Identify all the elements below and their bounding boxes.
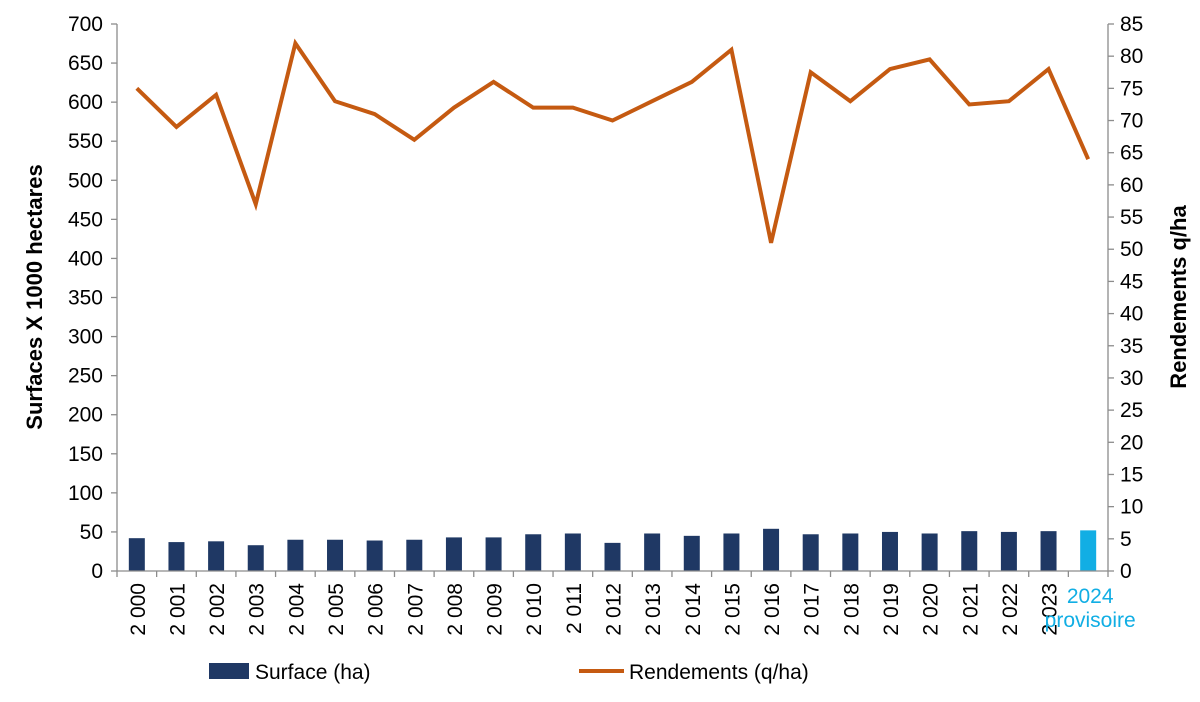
x-tick-label: 2 010 (523, 583, 546, 636)
bar-2-017 (802, 534, 819, 571)
x-tick-label: 2 002 (206, 583, 229, 636)
bar-2-009 (485, 537, 502, 571)
y2-tick-label: 65 (1120, 142, 1143, 165)
bar-2-007 (406, 539, 423, 571)
y2-tick-label: 70 (1120, 110, 1143, 133)
x-tick-label: 2 023 (1039, 583, 1062, 636)
bar-2-006 (366, 540, 383, 571)
y-tick-label: 650 (68, 52, 103, 75)
category-labels: 2 000 2 001 2 002 2 003 2 004 2 005 2 006 2 007… (116, 571, 1136, 636)
y-tick-label: 50 (80, 521, 103, 544)
y2-tick-label: 10 (1120, 496, 1143, 519)
y2-tick-label: 75 (1120, 77, 1143, 100)
x-tick-label: 2 013 (642, 583, 665, 636)
x-tick-label: 2 011 (563, 583, 586, 634)
bar-2-005 (327, 539, 344, 571)
bar-2-022 (1000, 531, 1017, 571)
bar-2-014 (683, 535, 700, 571)
bar-2-003 (247, 545, 264, 571)
x-tick-label: 2 006 (365, 583, 388, 636)
y-tick-label: 250 (68, 365, 103, 388)
bars-group (128, 528, 1097, 571)
y-tick-label: 350 (68, 287, 103, 310)
y-tick-label: 300 (68, 326, 103, 349)
x-tick-label: 2 019 (880, 583, 903, 636)
y2-tick-label: 60 (1120, 174, 1143, 197)
bar-2-010 (525, 534, 542, 571)
x-tick-label: 2 018 (840, 583, 863, 636)
y2-tick-label: 40 (1120, 303, 1143, 326)
bar-2024-provisoire (1080, 530, 1097, 571)
right-tick-labels: 0 5 10 15 20 25 30 35 40 45 50 55 60 65 70 75 80 85 (1108, 13, 1143, 583)
bar-2-011 (564, 533, 581, 571)
x-tick-label: 2 012 (603, 583, 626, 636)
y2-axis-title: Rendements q/ha (1166, 205, 1191, 389)
legend-surface-swatch (209, 663, 249, 679)
x-tick-label: 2 016 (761, 583, 784, 636)
bar-2-018 (842, 533, 859, 571)
bar-2-020 (921, 533, 938, 571)
y2-tick-label: 45 (1120, 270, 1143, 293)
y2-tick-label: 35 (1120, 335, 1143, 358)
x-tick-label: 2 020 (920, 583, 943, 636)
bar-2-000 (128, 538, 145, 571)
y-tick-label: 150 (68, 443, 103, 466)
x-tick-label: 2 000 (127, 583, 150, 636)
legend: Surface (ha) Rendements (q/ha) (209, 661, 809, 684)
x-tick-label: 2 017 (801, 583, 824, 636)
y-axis-title: Surfaces X 1000 hectares (22, 164, 47, 429)
y-tick-label: 0 (91, 560, 103, 583)
x-tick-label: 2 021 (959, 583, 982, 636)
bar-2-002 (208, 541, 225, 571)
x-tick-label: 2 015 (721, 583, 744, 636)
legend-surface-label: Surface (ha) (255, 661, 371, 684)
y2-tick-label: 50 (1120, 238, 1143, 261)
y2-tick-label: 15 (1120, 463, 1143, 486)
y-tick-label: 450 (68, 208, 103, 231)
bar-2-008 (445, 537, 462, 571)
y-tick-label: 500 (68, 169, 103, 192)
y-tick-label: 550 (68, 130, 103, 153)
y2-tick-label: 25 (1120, 399, 1143, 422)
y2-tick-label: 20 (1120, 431, 1143, 454)
y2-tick-label: 30 (1120, 367, 1143, 390)
y2-tick-label: 85 (1120, 13, 1143, 36)
y2-tick-label: 0 (1120, 560, 1132, 583)
y-tick-label: 400 (68, 247, 103, 270)
x-tick-label: 2 008 (444, 583, 467, 636)
x-tick-label: 2 004 (285, 583, 308, 636)
bar-2-021 (961, 531, 978, 571)
y-tick-label: 600 (68, 91, 103, 114)
bar-2-019 (881, 531, 898, 571)
x-tick-label: 2 007 (404, 583, 427, 636)
axes-group (116, 24, 1109, 572)
y-tick-label: 700 (68, 13, 103, 36)
y2-tick-label: 80 (1120, 45, 1143, 68)
x-tick-label: 2 001 (166, 583, 189, 636)
bar-2-004 (287, 539, 304, 571)
bar-2-001 (168, 542, 185, 571)
x-tick-label: 2 003 (246, 583, 269, 636)
y2-tick-label: 5 (1120, 528, 1132, 551)
x-tick-label: 2 005 (325, 583, 348, 636)
x-tick-label: 2 014 (682, 583, 705, 636)
y2-tick-label: 55 (1120, 206, 1143, 229)
bar-2-013 (644, 533, 661, 571)
x-tick-label-highlight: 2024 provisoire (1045, 585, 1136, 632)
x-tick-label: 2 009 (484, 583, 507, 636)
bar-2-016 (763, 528, 780, 571)
line-group (135, 38, 1091, 244)
legend-rendement-label: Rendements (q/ha) (629, 661, 809, 684)
bar-2-023 (1040, 531, 1057, 571)
x-tick-label: 2 022 (999, 583, 1022, 636)
rendements-line (135, 38, 1091, 244)
y-tick-label: 100 (68, 482, 103, 505)
y-tick-label: 200 (68, 404, 103, 427)
left-tick-labels: 0 50 100 150 200 250 300 350 400 450 500 550 600 650 7… (68, 13, 117, 583)
bar-2-015 (723, 533, 740, 571)
bar-2-012 (604, 542, 621, 571)
